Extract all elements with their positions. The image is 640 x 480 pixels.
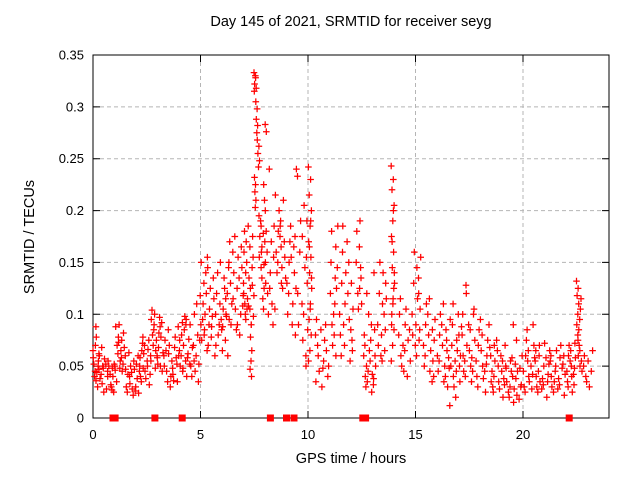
x-tick-label: 0 [89, 427, 96, 442]
zero-marker [111, 414, 119, 422]
zero-markers [109, 414, 573, 422]
y-tick-label: 0.1 [66, 307, 84, 322]
y-tick-label: 0.05 [59, 359, 84, 374]
zero-marker [290, 414, 298, 422]
zero-marker [178, 414, 186, 422]
zero-marker [151, 414, 159, 422]
x-axis-label: GPS time / hours [295, 451, 407, 467]
y-tick-label: 0.3 [66, 99, 84, 114]
x-tick-label: 15 [408, 427, 422, 442]
y-tick-label: 0.35 [59, 48, 84, 63]
zero-marker [362, 414, 370, 422]
x-tick-label: 20 [516, 427, 530, 442]
zero-marker [266, 414, 274, 422]
plot-border [92, 54, 610, 419]
y-tick-label: 0.2 [66, 203, 84, 218]
zero-marker [565, 414, 573, 422]
x-tick-label: 5 [197, 427, 204, 442]
zero-marker [283, 414, 290, 422]
y-tick-label: 0.25 [59, 151, 84, 166]
scatter-points [89, 69, 596, 409]
x-tick-label: 10 [301, 427, 315, 442]
chart-title: Day 145 of 2021, SRMTID for receiver sey… [210, 14, 492, 30]
y-tick-label: 0.15 [59, 255, 84, 270]
y-tick-label: 0 [77, 411, 84, 426]
